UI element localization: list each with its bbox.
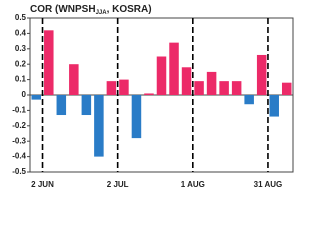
y-tick-label: 0.5 — [15, 13, 27, 22]
bar — [44, 30, 54, 95]
bar — [119, 79, 129, 95]
y-tick-label: 0.2 — [15, 59, 27, 68]
bar — [144, 93, 154, 95]
title-end: , KOSRA) — [107, 4, 152, 15]
y-tick-label: -0.1 — [12, 106, 26, 115]
bar — [231, 81, 242, 95]
x-tick-label: 2 JUL — [107, 180, 129, 189]
y-tick-label: -0.5 — [12, 167, 26, 176]
y-tick-label: -0.2 — [12, 121, 26, 130]
y-tick-label: 0.1 — [15, 75, 27, 84]
bar — [206, 71, 217, 95]
bar — [244, 95, 254, 105]
bar — [69, 64, 79, 95]
bar — [281, 82, 292, 95]
title-subscript: JJA — [96, 10, 108, 16]
x-tick-label: 2 JUN — [31, 180, 54, 189]
bar — [169, 42, 179, 95]
bar — [106, 81, 117, 95]
bar — [256, 54, 267, 95]
bar — [219, 81, 229, 95]
bar — [81, 95, 92, 116]
x-tick-label: 1 AUG — [181, 180, 205, 189]
x-tick-label: 31 AUG — [254, 180, 283, 189]
bar — [269, 95, 279, 117]
bar — [31, 95, 42, 100]
bar — [194, 81, 204, 95]
bar — [56, 95, 67, 116]
y-tick-label: -0.4 — [12, 152, 26, 161]
bar — [156, 56, 167, 95]
chart-title: COR (WNPSHJJA, KOSRA) — [30, 4, 152, 16]
y-tick-label: 0.4 — [15, 29, 27, 38]
bar — [94, 95, 104, 157]
chart: COR (WNPSHJJA, KOSRA) 0.5 0.4 0.3 0.2 0.1 0 -0… — [12, 4, 294, 189]
y-tick-label: 0 — [22, 90, 27, 99]
y-tick-label: 0.3 — [15, 44, 27, 53]
bar — [181, 67, 192, 95]
bar — [131, 95, 142, 139]
title-main: COR (WNPSH — [30, 4, 96, 15]
y-tick-label: -0.3 — [12, 136, 26, 145]
